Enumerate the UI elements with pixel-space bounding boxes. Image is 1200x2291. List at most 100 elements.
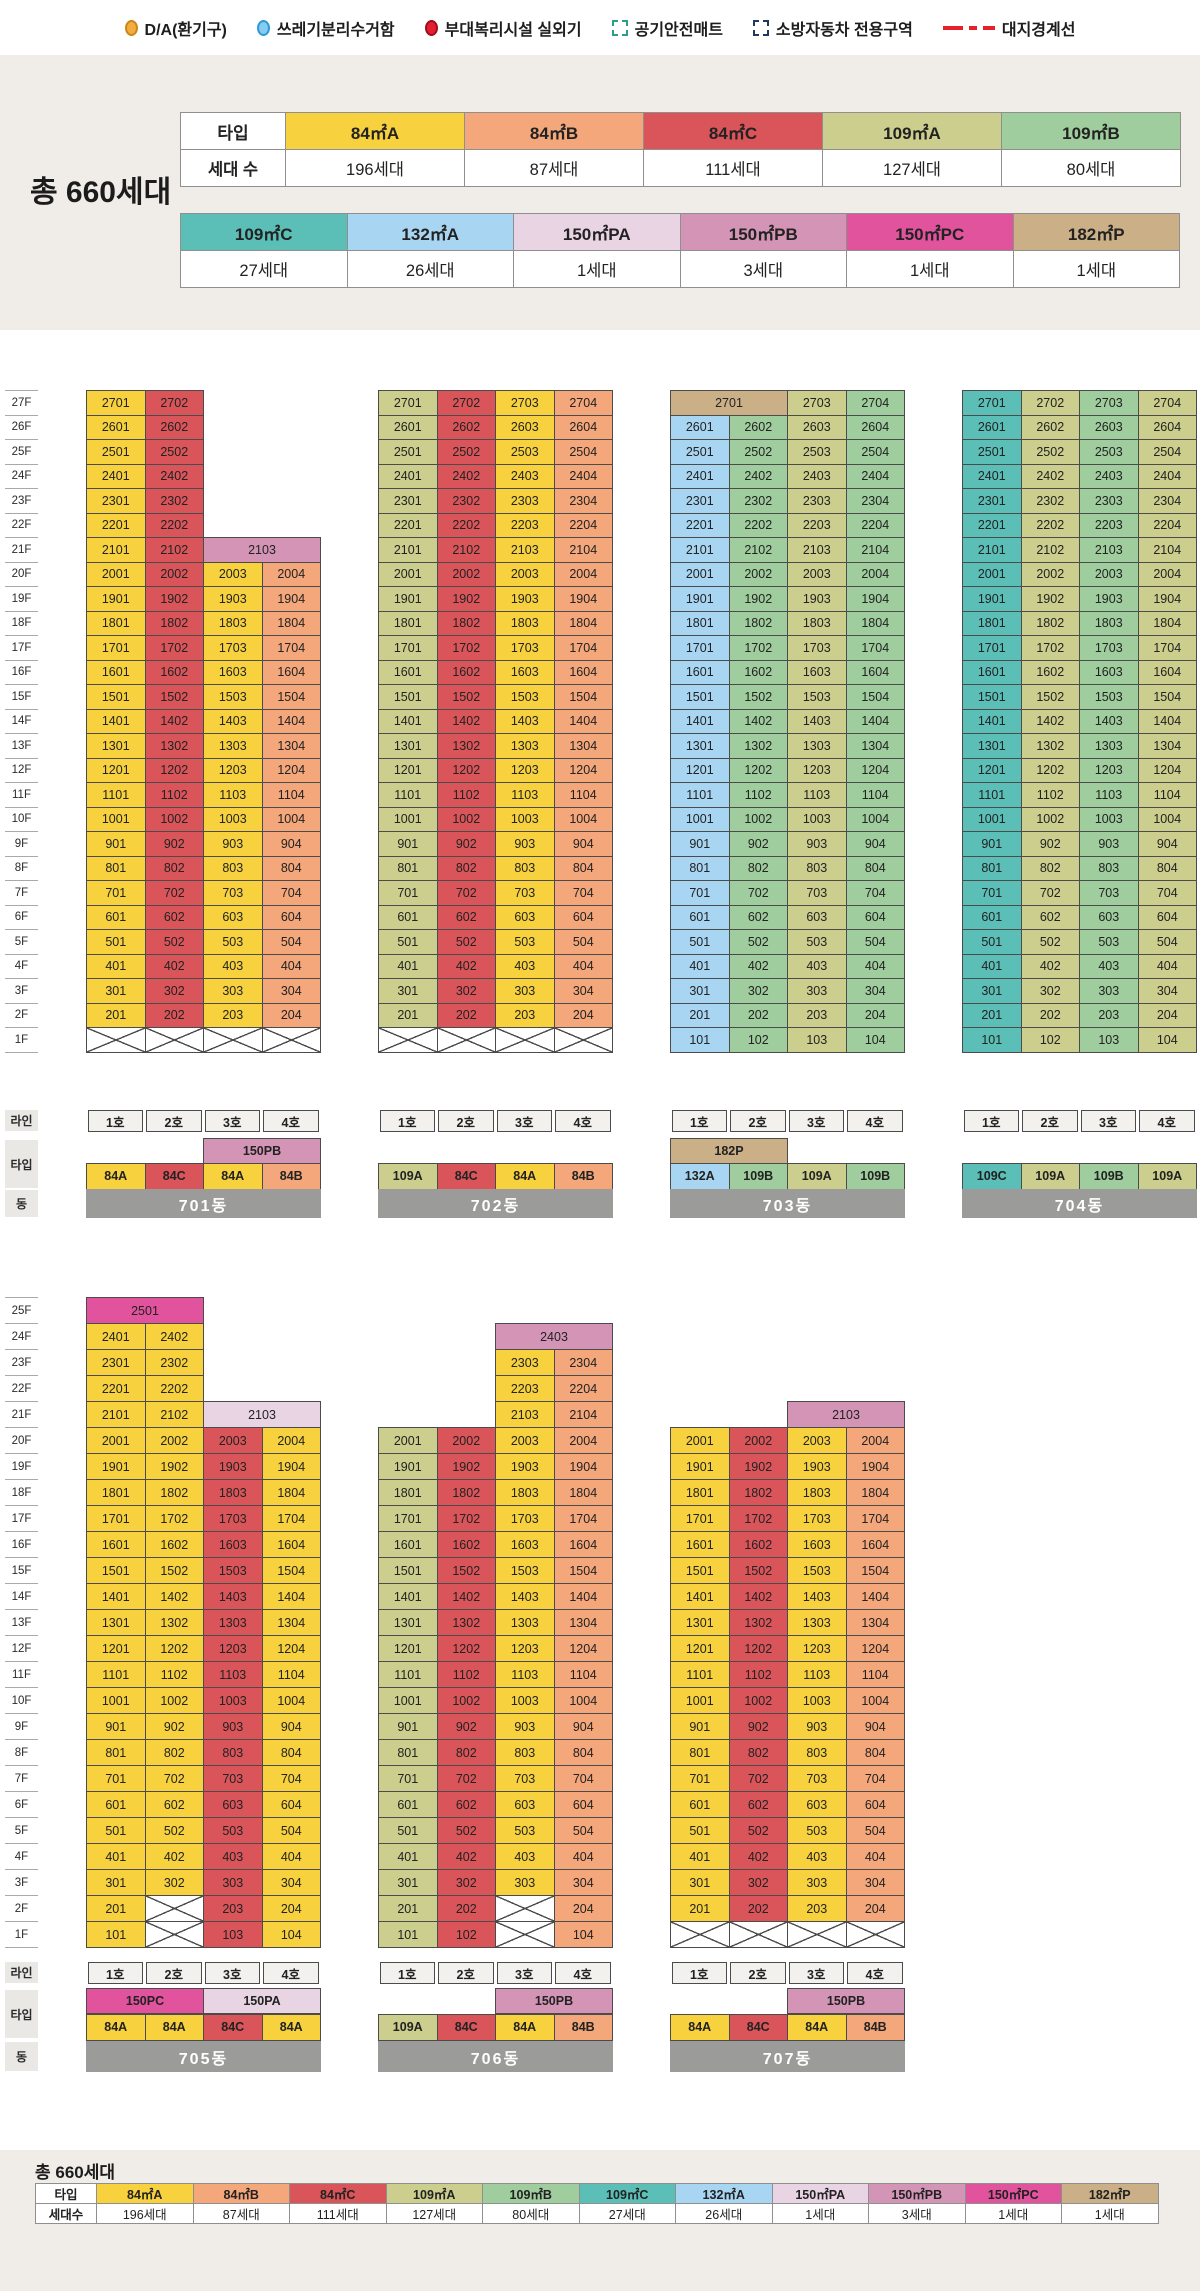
unit-cell: 1804 — [553, 1479, 613, 1506]
row-label-type: 타입 — [5, 1990, 38, 2038]
unit-cell: 1601 — [86, 1531, 146, 1558]
unit-cell: 402 — [436, 953, 496, 979]
unit-cell: 1003 — [203, 806, 263, 832]
unit-cell: 1901 — [670, 586, 730, 612]
type-cell: 84C — [436, 1163, 496, 1190]
row-label-type: 타입 — [5, 1140, 38, 1188]
unit-cell: 804 — [261, 855, 321, 881]
unit-cell: 104 — [261, 1921, 321, 1948]
unit-cell: 1803 — [203, 610, 263, 636]
unit-cell: 1502 — [436, 1557, 496, 1584]
unit-cell: 602 — [728, 904, 788, 930]
line-header: 3호 — [788, 1110, 844, 1132]
unit-cell: 2201 — [670, 512, 730, 538]
unit-cell: 1103 — [787, 1661, 847, 1688]
type-cell: 109A — [1137, 1163, 1197, 1190]
unit-cell: 2304 — [553, 488, 613, 514]
unit-cell: 1301 — [670, 733, 730, 759]
unit-cell: 801 — [962, 855, 1022, 881]
unit-cell: 401 — [86, 953, 146, 979]
unit-cell: 1501 — [86, 1557, 146, 1584]
floor-label: 12F — [5, 759, 38, 783]
unit-cell: 2401 — [378, 463, 438, 489]
unit-cell: 1302 — [144, 733, 204, 759]
unit-cell: 501 — [86, 929, 146, 955]
unit-cell: 1401 — [670, 708, 730, 734]
unit-cell: 2702 — [144, 390, 204, 416]
unit-cell: 1802 — [728, 610, 788, 636]
unit-cell: 1404 — [845, 1583, 905, 1610]
unit-cell: 2602 — [436, 414, 496, 440]
unit-cell: 1804 — [1137, 610, 1197, 636]
unit-cell: 1803 — [1079, 610, 1139, 636]
unit-cell: 1103 — [495, 782, 555, 808]
unit-cell: 304 — [261, 1869, 321, 1896]
unit-cell: 502 — [1020, 929, 1080, 955]
unit-cell: 2501 — [670, 439, 730, 465]
unit-cell: 703 — [495, 880, 555, 906]
unit-cell: 1804 — [261, 610, 321, 636]
unit-cell: 1604 — [845, 1531, 905, 1558]
unit-cell: 1101 — [962, 782, 1022, 808]
unit-cell: 1102 — [728, 1661, 788, 1688]
unit-cell: 1703 — [495, 1505, 555, 1532]
unit-cell: 402 — [436, 1843, 496, 1870]
unit-cell: 1304 — [261, 1609, 321, 1636]
unit-cell: 2202 — [728, 512, 788, 538]
unit-cell: 702 — [728, 880, 788, 906]
unit-cell: 1704 — [845, 635, 905, 661]
unit-cell: 1803 — [787, 1479, 847, 1506]
floor-axis-top: 27F 26F 25F 24F 23F 22F 21F 20F 19F 18F 17F 16F 15F 1… — [5, 390, 38, 1053]
floor-label: 3F — [5, 1870, 38, 1896]
unit-cell: 803 — [787, 1739, 847, 1766]
type-header-cell: 타입 — [180, 112, 286, 150]
floor-label: 23F — [5, 489, 38, 514]
unit-cell: 1201 — [962, 757, 1022, 783]
dong-label: 706동 — [378, 2041, 613, 2072]
row-label-line: 라인 — [5, 1110, 38, 1131]
unit-cell: 302 — [728, 1869, 788, 1896]
unit-cell: 1204 — [553, 1635, 613, 1662]
unit-cell: 1401 — [86, 1583, 146, 1610]
unit-cell: 1703 — [787, 1505, 847, 1532]
unit-type-cell: 84㎡C — [289, 2183, 387, 2204]
floor-label: 18F — [5, 612, 38, 636]
summary-count-row: 세대 수 196세대 87세대 111세대 127세대 80세대 — [180, 149, 1181, 187]
unit-cell: 802 — [728, 1739, 788, 1766]
unit-cell: 602 — [728, 1791, 788, 1818]
unit-cell: 1901 — [378, 586, 438, 612]
unit-cell: 2402 — [144, 1323, 204, 1350]
unit-count-cell: 1세대 — [846, 250, 1014, 288]
unit-cell: 2503 — [1079, 439, 1139, 465]
unit-cell: 1203 — [203, 1635, 263, 1662]
line-header: 4호 — [555, 1110, 611, 1132]
unit-cell: 1101 — [378, 1661, 438, 1688]
floor-label: 11F — [5, 783, 38, 808]
unit-cell: 1103 — [787, 782, 847, 808]
fire-truck-zone-icon — [752, 19, 769, 36]
unit-cell: 2702 — [1020, 390, 1080, 416]
unit-cell: 1403 — [203, 1583, 263, 1610]
unit-cell: 1701 — [378, 635, 438, 661]
unit-cell: 1203 — [1079, 757, 1139, 783]
unit-cell: 2003 — [203, 561, 263, 587]
unit-cell: 2102 — [144, 537, 204, 563]
unit-cell: 802 — [436, 855, 496, 881]
line-header: 1호 — [379, 1962, 435, 1984]
unit-cell: 2604 — [553, 414, 613, 440]
unit-cell: 1402 — [728, 708, 788, 734]
unit-cell: 901 — [962, 831, 1022, 857]
floor-label: 14F — [5, 710, 38, 734]
unit-cell: 2003 — [1079, 561, 1139, 587]
unit-cell: 1704 — [261, 635, 321, 661]
unit-cell: 2104 — [1137, 537, 1197, 563]
unit-cell: 2504 — [1137, 439, 1197, 465]
type-cell: 109A — [378, 1163, 438, 1190]
count-header-cell: 세대 수 — [180, 149, 286, 187]
type-header-cell: 타입 — [35, 2183, 97, 2204]
unit-cell: 1001 — [962, 806, 1022, 832]
unit-cell: 903 — [203, 831, 263, 857]
line-header: 3호 — [1080, 1110, 1136, 1132]
unit-cell: 903 — [787, 831, 847, 857]
